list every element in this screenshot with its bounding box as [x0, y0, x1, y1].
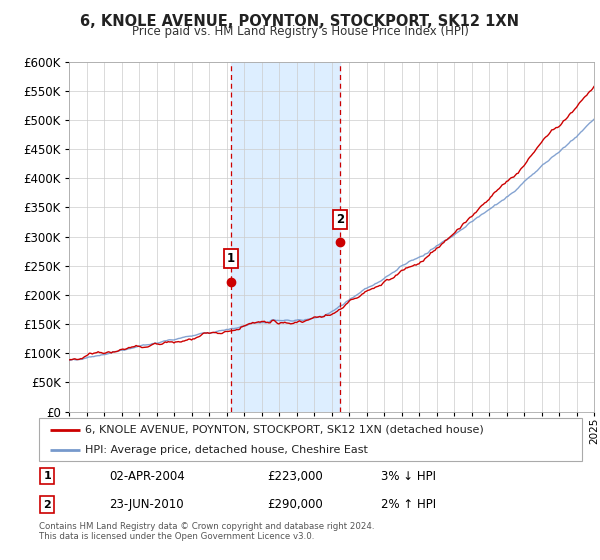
Bar	[231, 62, 340, 412]
Text: 2: 2	[336, 213, 344, 226]
FancyBboxPatch shape	[39, 418, 582, 461]
Text: 23-JUN-2010: 23-JUN-2010	[110, 498, 184, 511]
Text: £223,000: £223,000	[267, 470, 323, 483]
Text: £290,000: £290,000	[267, 498, 323, 511]
Text: 3% ↓ HPI: 3% ↓ HPI	[381, 470, 436, 483]
Text: 6, KNOLE AVENUE, POYNTON, STOCKPORT, SK12 1XN (detached house): 6, KNOLE AVENUE, POYNTON, STOCKPORT, SK1…	[85, 424, 484, 435]
Text: 1: 1	[227, 253, 235, 265]
Text: 6, KNOLE AVENUE, POYNTON, STOCKPORT, SK12 1XN: 6, KNOLE AVENUE, POYNTON, STOCKPORT, SK1…	[80, 14, 520, 29]
Text: Price paid vs. HM Land Registry's House Price Index (HPI): Price paid vs. HM Land Registry's House …	[131, 25, 469, 38]
Text: HPI: Average price, detached house, Cheshire East: HPI: Average price, detached house, Ches…	[85, 445, 368, 455]
Text: This data is licensed under the Open Government Licence v3.0.: This data is licensed under the Open Gov…	[39, 532, 314, 541]
Text: 1: 1	[43, 471, 51, 481]
Text: Contains HM Land Registry data © Crown copyright and database right 2024.: Contains HM Land Registry data © Crown c…	[39, 522, 374, 531]
Text: 02-APR-2004: 02-APR-2004	[110, 470, 185, 483]
Text: 2: 2	[43, 500, 51, 510]
Text: 2% ↑ HPI: 2% ↑ HPI	[381, 498, 436, 511]
